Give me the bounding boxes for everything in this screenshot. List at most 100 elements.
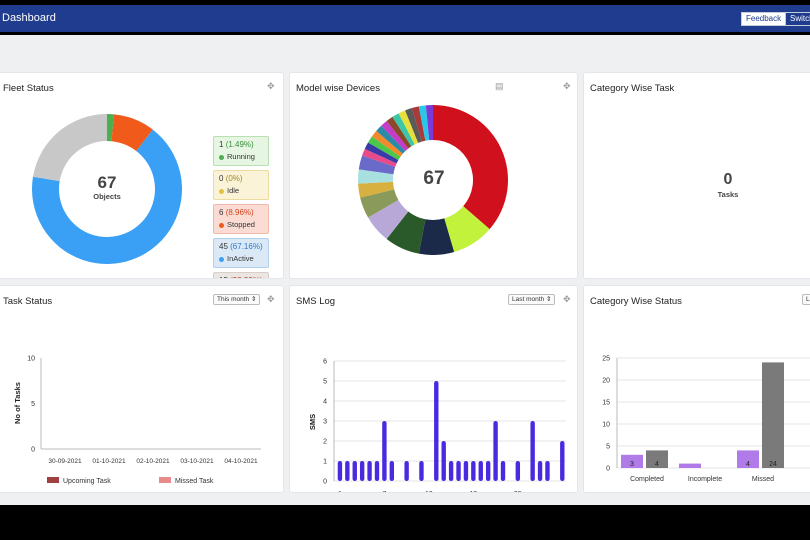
sms-log-card: SMS Log Last month ⇕ ✥ 0 1 2 3 4 5 6 SMS 1 7 13 19 2… — [289, 285, 578, 493]
x-tick-label: 25 — [514, 491, 522, 493]
model-slice[interactable] — [392, 113, 415, 147]
category-bar[interactable] — [621, 454, 643, 468]
move-icon[interactable]: ✥ — [563, 294, 571, 304]
fleet-legend-item[interactable]: 6 (8.96%) Stopped — [213, 204, 269, 234]
model-slice[interactable] — [411, 106, 426, 142]
sms-bar[interactable] — [367, 461, 372, 481]
model-slice[interactable] — [368, 136, 401, 160]
y-tick-label: 2 — [323, 439, 327, 446]
fleet-legend-item[interactable]: 15 (22.39%) No Data — [213, 272, 269, 278]
status-dot-icon — [219, 154, 224, 160]
sms-bar[interactable] — [515, 461, 521, 481]
category-bar[interactable] — [737, 450, 759, 468]
model-slice[interactable] — [358, 155, 396, 175]
fleet-slice[interactable] — [33, 114, 108, 182]
model-slice[interactable] — [371, 130, 403, 157]
sms-bar[interactable] — [359, 461, 365, 481]
task-status-period-select[interactable]: This month ⇕ — [213, 294, 261, 305]
category-status-chart: 0 5 10 15 20 25 Completed 3 4 Incomplete Missed 4 24… — [602, 356, 810, 483]
model-slice[interactable] — [425, 105, 433, 141]
legend-label: Stopped — [227, 220, 255, 229]
sms-bar[interactable] — [478, 461, 483, 481]
fleet-status-card: Fleet Status ✥ 67 Objects 1 (1.49%) Runn… — [0, 72, 284, 279]
move-icon[interactable]: ✥ — [563, 81, 571, 91]
legend-swatch[interactable] — [159, 477, 171, 483]
document-icon[interactable]: ▤ — [495, 81, 504, 91]
sms-bar[interactable] — [404, 461, 409, 481]
fleet-legend-item[interactable]: 1 (1.49%) Running — [213, 136, 269, 166]
model-slice[interactable] — [360, 189, 399, 218]
legend-label[interactable]: Upcoming Task — [63, 478, 111, 485]
model-slice[interactable] — [386, 116, 412, 149]
fleet-slice[interactable] — [111, 114, 153, 151]
x-tick-label: 01-10-2021 — [92, 458, 126, 465]
sms-bar[interactable] — [471, 461, 476, 481]
move-icon[interactable]: ✥ — [267, 81, 275, 91]
model-slice[interactable] — [368, 200, 409, 239]
model-donut-chart — [358, 105, 508, 255]
model-slice[interactable] — [405, 108, 422, 143]
sms-bar[interactable] — [441, 441, 446, 481]
legend-label: Idle — [227, 186, 240, 195]
model-total: 67 — [423, 168, 445, 189]
y-tick-label: 1 — [323, 459, 327, 466]
x-tick-label: 19 — [469, 491, 477, 493]
category-task-total: 0 — [723, 171, 733, 188]
sms-bar[interactable] — [382, 421, 387, 481]
model-slice[interactable] — [386, 211, 426, 254]
move-icon[interactable]: ✥ — [267, 294, 275, 304]
model-slice[interactable] — [398, 110, 419, 145]
legend-count: 0 — [219, 174, 224, 183]
sms-bar[interactable] — [456, 461, 461, 481]
switch-button[interactable]: Switch — [785, 12, 810, 26]
sms-bar[interactable] — [560, 441, 565, 481]
sms-bar[interactable] — [485, 461, 491, 481]
model-slice[interactable] — [362, 148, 397, 167]
model-slice[interactable] — [418, 105, 430, 141]
feedback-button[interactable]: Feedback — [741, 12, 787, 26]
model-slice[interactable] — [358, 169, 394, 184]
category-bar[interactable] — [762, 362, 784, 468]
sms-bar[interactable] — [463, 461, 469, 481]
fleet-legend-item[interactable]: 45 (67.16%) InActive — [213, 238, 269, 268]
legend-swatch[interactable] — [47, 477, 59, 483]
sms-bar[interactable] — [448, 461, 454, 481]
fleet-slice[interactable] — [107, 114, 115, 142]
model-slice[interactable] — [381, 121, 409, 152]
category-task-title: Category Wise Task — [590, 83, 675, 94]
sms-bar[interactable] — [352, 461, 357, 481]
category-status-period-select[interactable]: La — [802, 294, 810, 305]
model-slice[interactable] — [444, 206, 490, 252]
x-tick-label: Incomplete — [688, 476, 722, 483]
sms-bar[interactable] — [545, 461, 550, 481]
model-slice[interactable] — [364, 142, 399, 164]
task-status-title: Task Status — [3, 296, 53, 307]
sms-bar[interactable] — [374, 461, 380, 481]
category-bar[interactable] — [646, 450, 668, 468]
x-tick-label: 1 — [338, 491, 342, 493]
category-bar[interactable] — [679, 463, 701, 468]
sms-bar[interactable] — [345, 461, 350, 481]
model-slice[interactable] — [433, 105, 508, 230]
legend-count: 1 — [219, 140, 224, 149]
sms-bar[interactable] — [419, 461, 424, 481]
sms-bar[interactable] — [493, 421, 498, 481]
sms-bar[interactable] — [537, 461, 543, 481]
y-tick-label: 0 — [606, 466, 610, 473]
model-slice[interactable] — [418, 218, 455, 255]
y-tick-label: 4 — [323, 399, 327, 406]
sms-log-title: SMS Log — [296, 296, 336, 307]
fleet-legend-item[interactable]: 0 (0%) Idle — [213, 170, 269, 200]
model-slice[interactable] — [358, 181, 395, 198]
sms-bar[interactable] — [434, 381, 439, 481]
sms-bar[interactable] — [389, 461, 395, 481]
model-slice[interactable] — [376, 125, 406, 154]
fleet-slice[interactable] — [32, 129, 182, 264]
sms-bar[interactable] — [500, 461, 506, 481]
x-tick-label: 02-10-2021 — [136, 458, 170, 465]
sms-bar[interactable] — [530, 421, 535, 481]
legend-label[interactable]: Missed Task — [175, 478, 214, 485]
sms-bar[interactable] — [337, 461, 343, 481]
sms-log-period-select[interactable]: Last month ⇕ — [508, 294, 556, 305]
legend-percent: (0%) — [225, 174, 243, 183]
